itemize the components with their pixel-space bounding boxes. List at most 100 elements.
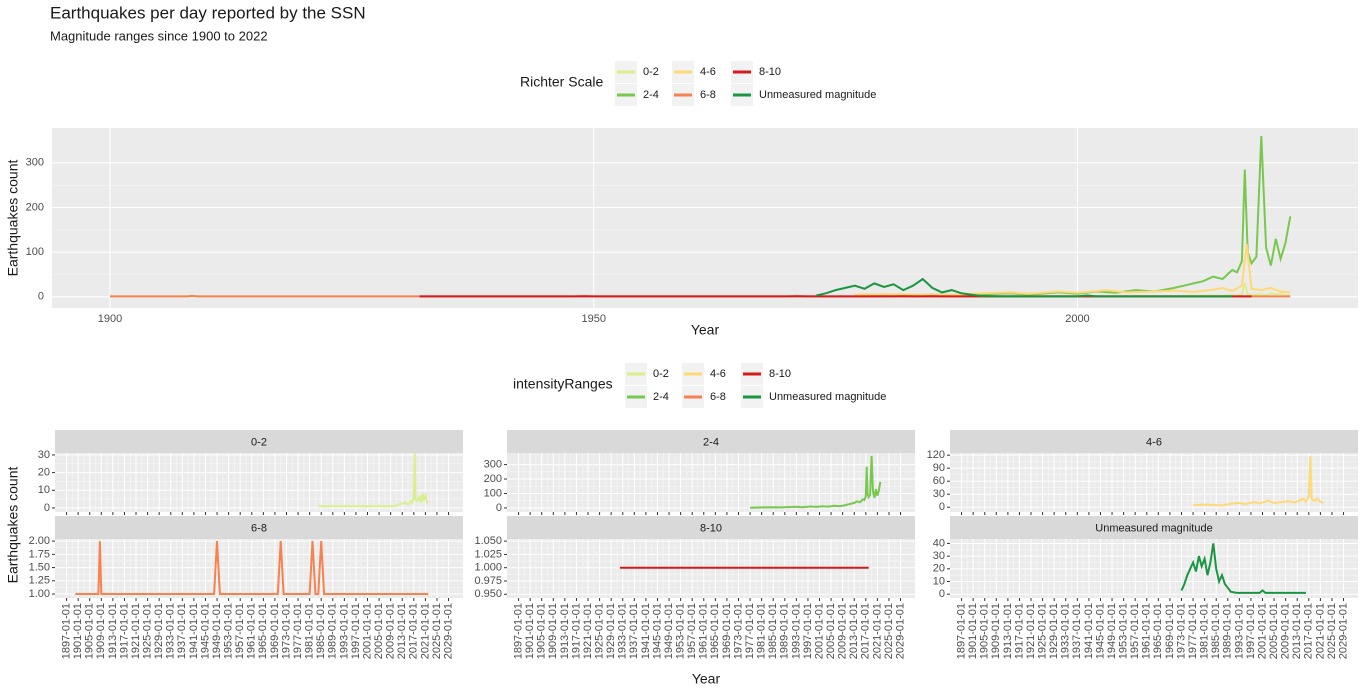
panel-background bbox=[55, 453, 463, 512]
x-tick-label: 2005-01-01 bbox=[825, 603, 837, 659]
x-tick-label: 1997-01-01 bbox=[1245, 603, 1257, 659]
x-tick-label: 2025-01-01 bbox=[1326, 603, 1338, 659]
y-tick-label: 0 bbox=[38, 291, 44, 303]
x-tick-label: 1977-01-01 bbox=[1187, 603, 1199, 659]
x-tick-label: 1941-01-01 bbox=[640, 603, 652, 659]
strip-label: 4-6 bbox=[1146, 436, 1162, 448]
y-tick-label: 30 bbox=[933, 550, 945, 562]
x-tick-label: 1949-01-01 bbox=[663, 603, 675, 659]
x-tick-label: 2025-01-01 bbox=[431, 603, 443, 659]
y-axis-label: Earthquakes count bbox=[5, 467, 21, 584]
x-tick-label: 1941-01-01 bbox=[1083, 603, 1095, 659]
y-tick-label: 20 bbox=[933, 563, 945, 575]
x-tick-label: 1921-01-01 bbox=[1025, 603, 1037, 659]
data-line bbox=[1193, 455, 1324, 507]
y-tick-label: 40 bbox=[933, 537, 945, 549]
x-tick-label: 1929-01-01 bbox=[153, 603, 165, 659]
x-tick-label: 2017-01-01 bbox=[1303, 603, 1315, 659]
chart-subtitle: Magnitude ranges since 1900 to 2022 bbox=[50, 28, 268, 43]
x-tick-label: 1953-01-01 bbox=[223, 603, 235, 659]
x-tick-label: 1985-01-01 bbox=[1210, 603, 1222, 659]
x-tick-label: 1901-01-01 bbox=[72, 603, 84, 659]
x-tick-label: 1897-01-01 bbox=[60, 603, 72, 659]
legend-label: 4-6 bbox=[710, 368, 726, 380]
panel-background bbox=[55, 539, 463, 598]
x-tick-label: 1973-01-01 bbox=[280, 603, 292, 659]
legend-label: 2-4 bbox=[643, 89, 659, 101]
y-tick-label: 10 bbox=[933, 575, 945, 587]
x-tick-label: 1997-01-01 bbox=[802, 603, 814, 659]
x-tick-label: 1929-01-01 bbox=[1048, 603, 1060, 659]
data-line bbox=[1180, 543, 1306, 594]
strip-label: 6-8 bbox=[251, 522, 267, 534]
y-tick-label: 200 bbox=[26, 201, 44, 213]
x-tick-label: 1961-01-01 bbox=[698, 603, 710, 659]
x-tick-label: 1917-01-01 bbox=[1013, 603, 1025, 659]
x-tick-label: 1977-01-01 bbox=[292, 603, 304, 659]
panel-background bbox=[507, 453, 915, 512]
strip-background bbox=[55, 516, 463, 539]
x-tick-label: 2013-01-01 bbox=[396, 603, 408, 659]
x-tick-label: 1901-01-01 bbox=[967, 603, 979, 659]
x-tick-label: 1965-01-01 bbox=[709, 603, 721, 659]
x-tick-label: 1905-01-01 bbox=[84, 603, 96, 659]
x-tick-label: 1950 bbox=[582, 313, 606, 325]
y-tick-label: 100 bbox=[26, 246, 44, 258]
x-tick-label: 1965-01-01 bbox=[257, 603, 269, 659]
y-tick-label: 0 bbox=[44, 502, 50, 514]
x-tick-label: 1961-01-01 bbox=[246, 603, 258, 659]
x-tick-label: 1913-01-01 bbox=[1002, 603, 1014, 659]
data-line bbox=[854, 243, 1291, 297]
legend-label: 4-6 bbox=[700, 66, 716, 78]
legend-label: 6-8 bbox=[700, 89, 716, 101]
x-tick-label: 2005-01-01 bbox=[373, 603, 385, 659]
x-tick-label: 2021-01-01 bbox=[419, 603, 431, 659]
chart-title: Earthquakes per day reported by the SSN bbox=[50, 3, 366, 22]
y-tick-label: 90 bbox=[933, 462, 945, 474]
y-tick-label: 1.050 bbox=[474, 535, 502, 547]
x-tick-label: 1953-01-01 bbox=[675, 603, 687, 659]
x-tick-label: 1993-01-01 bbox=[1233, 603, 1245, 659]
x-tick-label: 2021-01-01 bbox=[871, 603, 883, 659]
x-tick-label: 1909-01-01 bbox=[547, 603, 559, 659]
x-tick-label: 2001-01-01 bbox=[813, 603, 825, 659]
x-tick-label: 1897-01-01 bbox=[512, 603, 524, 659]
x-tick-label: 1981-01-01 bbox=[1199, 603, 1211, 659]
strip-background bbox=[507, 516, 915, 539]
x-tick-label: 2029-01-01 bbox=[442, 603, 454, 659]
x-tick-label: 1989-01-01 bbox=[779, 603, 791, 659]
x-tick-label: 1900 bbox=[98, 313, 122, 325]
x-tick-label: 1937-01-01 bbox=[1071, 603, 1083, 659]
x-tick-label: 1973-01-01 bbox=[1175, 603, 1187, 659]
legend-label: 0-2 bbox=[643, 66, 659, 78]
x-tick-label: 1925-01-01 bbox=[142, 603, 154, 659]
x-tick-label: 1957-01-01 bbox=[234, 603, 246, 659]
data-line bbox=[75, 541, 429, 595]
x-tick-label: 1937-01-01 bbox=[628, 603, 640, 659]
strip-label: Unmeasured magnitude bbox=[1095, 522, 1212, 534]
strip-label: 2-4 bbox=[703, 436, 719, 448]
x-tick-label: 2013-01-01 bbox=[1291, 603, 1303, 659]
x-tick-label: 2017-01-01 bbox=[860, 603, 872, 659]
strip-background bbox=[507, 430, 915, 453]
data-line bbox=[318, 453, 430, 508]
x-tick-label: 1969-01-01 bbox=[1164, 603, 1176, 659]
x-tick-label: 1909-01-01 bbox=[990, 603, 1002, 659]
x-tick-label: 1957-01-01 bbox=[1129, 603, 1141, 659]
x-tick-label: 1993-01-01 bbox=[338, 603, 350, 659]
x-tick-label: 2025-01-01 bbox=[883, 603, 895, 659]
x-tick-label: 1909-01-01 bbox=[95, 603, 107, 659]
x-tick-label: 1961-01-01 bbox=[1141, 603, 1153, 659]
strip-background bbox=[950, 516, 1358, 539]
x-tick-label: 1901-01-01 bbox=[524, 603, 536, 659]
y-tick-label: 60 bbox=[933, 475, 945, 487]
legend-title: Richter Scale bbox=[520, 74, 603, 90]
y-tick-label: 0 bbox=[939, 501, 945, 513]
y-tick-label: 30 bbox=[38, 449, 50, 461]
y-tick-label: 30 bbox=[933, 488, 945, 500]
y-tick-label: 0.950 bbox=[474, 588, 502, 600]
y-tick-label: 1.000 bbox=[474, 562, 502, 574]
x-tick-label: 2001-01-01 bbox=[1256, 603, 1268, 659]
x-tick-label: 2029-01-01 bbox=[1337, 603, 1349, 659]
